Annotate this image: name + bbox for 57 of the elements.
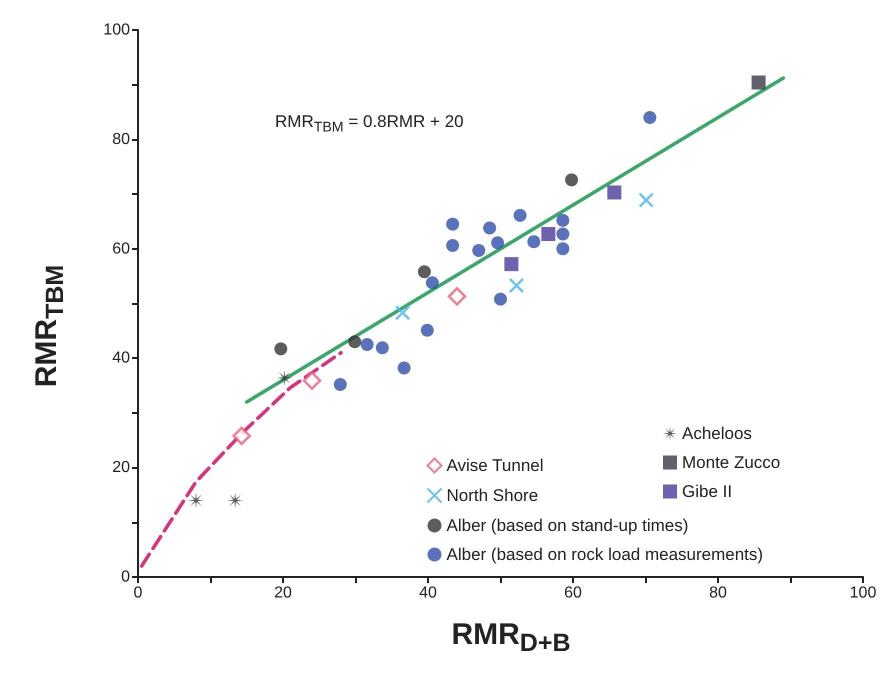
- y-tick-label: 80: [112, 130, 130, 148]
- point: [394, 305, 410, 321]
- point: [508, 278, 524, 294]
- x-tick-label: 60: [564, 584, 582, 602]
- point: [472, 244, 486, 257]
- point: [446, 239, 460, 252]
- line-series: [140, 350, 343, 568]
- point: [494, 292, 507, 306]
- point: [565, 173, 578, 186]
- point: [504, 257, 518, 272]
- point: [420, 324, 434, 337]
- point: [643, 111, 656, 124]
- point: [491, 236, 504, 250]
- point: [276, 370, 292, 386]
- point: [376, 341, 389, 354]
- point: [541, 227, 556, 242]
- point: [334, 378, 347, 391]
- x-tick-label: 100: [850, 584, 876, 602]
- point: [448, 287, 466, 306]
- legend-label: Alber (based on stand-up times): [446, 516, 688, 535]
- point: [556, 214, 570, 227]
- legend-label: Monte Zucco: [682, 453, 780, 472]
- point: [752, 76, 766, 90]
- point: [426, 276, 439, 290]
- y-tick-label: 0: [121, 568, 130, 586]
- y-tick-label: 20: [112, 459, 130, 476]
- point: [232, 426, 251, 446]
- point: [360, 338, 374, 352]
- annotation: RMR$_{TBM}$ = 0.8RMR + 20: [275, 112, 464, 136]
- point: [483, 222, 496, 235]
- point: [418, 265, 431, 278]
- point: [514, 208, 527, 222]
- point: [556, 242, 570, 256]
- x-tick-label: 20: [274, 584, 292, 602]
- x-tick-label: 80: [709, 584, 727, 602]
- point: [188, 492, 204, 508]
- point: [398, 362, 411, 375]
- y-tick-label: 100: [103, 22, 130, 38]
- legend-label: Avise Tunnel: [446, 456, 544, 475]
- x-axis-title: RMR$_{D+B}$: [450, 618, 572, 658]
- point: [556, 228, 570, 241]
- point: [607, 185, 622, 200]
- legend-label: North Shore: [446, 486, 538, 505]
- legend-label: Alber (based on rock load measurements): [446, 545, 764, 564]
- x-tick-label: 0: [134, 584, 143, 602]
- y-tick-label: 60: [112, 240, 130, 258]
- point: [638, 192, 654, 208]
- y-tick-label: 40: [112, 350, 130, 367]
- point: [274, 342, 288, 356]
- point: [527, 235, 540, 248]
- point: [446, 218, 460, 231]
- legend-label: Gibe II: [682, 482, 732, 501]
- point: [302, 371, 322, 390]
- x-tick-label: 40: [419, 584, 437, 602]
- point: [348, 335, 362, 348]
- point: [227, 492, 244, 508]
- legend-label: Acheloos: [682, 424, 752, 443]
